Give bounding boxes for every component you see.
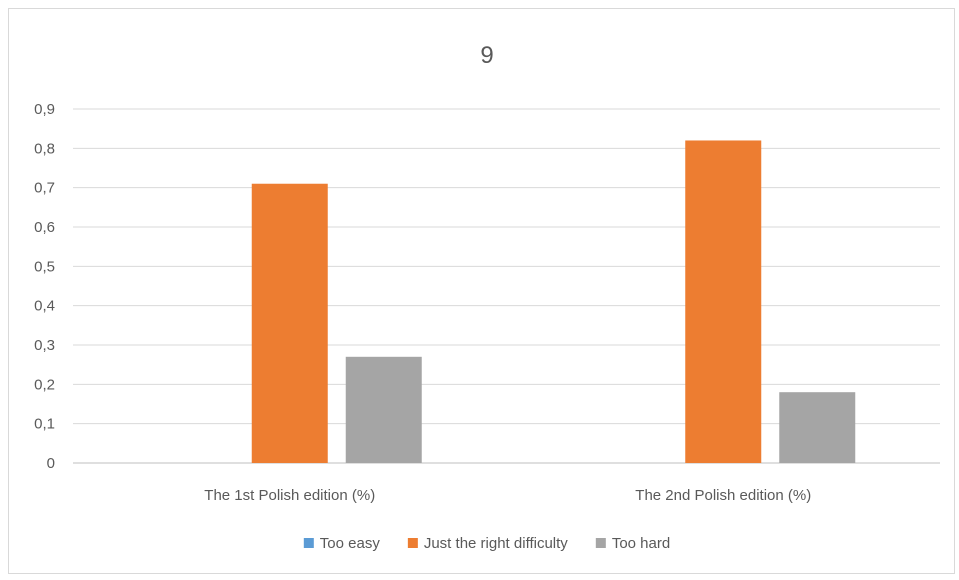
chart-title: 9 (480, 42, 493, 69)
y-tick-label: 0,5 (34, 258, 55, 275)
x-category-label: The 1st Polish edition (%) (204, 487, 375, 504)
bar-just-the-right-difficulty-1 (251, 183, 328, 463)
bars (251, 140, 856, 463)
y-tick-label: 0,9 (34, 101, 55, 118)
legend: Too easy Just the right difficulty Too har… (303, 535, 670, 552)
legend-item: Too hard (595, 535, 670, 552)
y-tick-label: 0,1 (34, 416, 55, 433)
legend-label: Too easy (320, 535, 381, 552)
y-tick-label: 0,2 (34, 376, 55, 393)
y-tick-label: 0,8 (34, 140, 55, 157)
y-axis-labels: 0 0,1 0,2 0,3 0,4 0,5 0,6 0,7 0,8 0,9 (34, 101, 55, 472)
y-tick-label: 0 (47, 455, 55, 472)
legend-swatch (303, 538, 314, 548)
y-tick-label: 0,6 (34, 219, 55, 236)
legend-item: Just the right difficulty (407, 535, 568, 552)
y-tick-label: 0,3 (34, 337, 55, 354)
chart-frame (8, 8, 955, 574)
legend-label: Too hard (612, 535, 670, 552)
legend-swatch (407, 538, 418, 548)
legend-label: Just the right difficulty (424, 535, 568, 552)
bar-too-hard-2 (779, 392, 856, 463)
legend-item: Too easy (303, 535, 381, 552)
x-category-label: The 2nd Polish edition (%) (635, 487, 811, 504)
legend-swatch (595, 538, 606, 548)
bar-just-the-right-difficulty-2 (685, 140, 762, 463)
y-tick-label: 0,7 (34, 180, 55, 197)
bar-too-hard-1 (345, 356, 422, 463)
y-tick-label: 0,4 (34, 298, 55, 315)
x-axis-labels: The 1st Polish edition (%) The 2nd Polish… (204, 487, 811, 504)
